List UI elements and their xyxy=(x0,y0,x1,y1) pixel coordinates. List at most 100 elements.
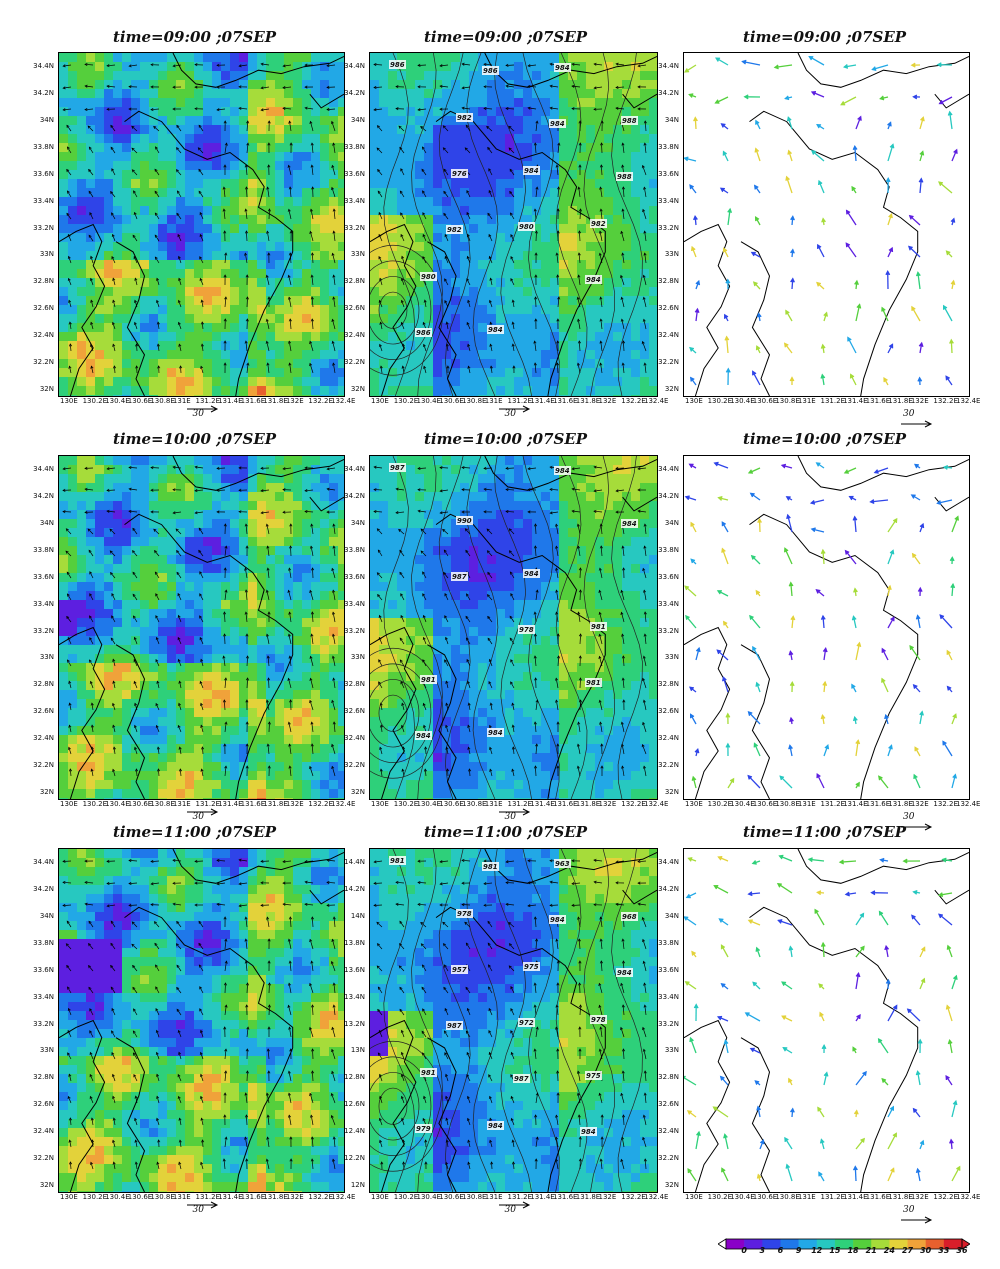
lat-tick-label: 33.2N xyxy=(344,626,365,635)
lat-tick-label: 32.8N xyxy=(658,680,679,689)
lat-tick-label: 34.4N xyxy=(33,858,54,866)
lat-tick-label: 34N xyxy=(664,518,679,527)
panel-title: time=09:00 ;07SEP xyxy=(424,28,588,46)
lon-tick-label: 132.2E xyxy=(621,800,646,808)
lon-tick-label: 132.4E xyxy=(956,1193,981,1201)
isobar-label: 986 xyxy=(389,60,406,69)
lat-tick-label: 13N xyxy=(350,1046,365,1055)
colorbar-tick-label: 15 xyxy=(829,1246,841,1255)
lat-tick-label: 33.6N xyxy=(344,572,365,581)
lon-tick-label: 130.2E xyxy=(82,397,108,405)
isobar-label: 988 xyxy=(616,172,633,181)
panel-title: time=10:00 ;07SEP xyxy=(743,430,907,448)
svg-text:982: 982 xyxy=(457,114,472,122)
lat-tick-label: 33N xyxy=(39,653,54,662)
lon-tick-label: 130.6E xyxy=(752,1193,778,1201)
lon-tick-label: 132E xyxy=(910,800,929,808)
isobar-label: 984 xyxy=(580,1127,597,1136)
reference-vector-label: 30 xyxy=(192,409,204,419)
svg-text:984: 984 xyxy=(488,326,503,334)
lon-tick-label: 132.4E xyxy=(644,397,669,405)
isobar-label: 984 xyxy=(549,915,566,924)
lat-tick-label: 33N xyxy=(350,250,365,259)
lon-tick-label: 130.4E xyxy=(416,397,441,405)
lon-tick-label: 130.8E xyxy=(462,397,487,405)
lon-tick-label: 131E xyxy=(484,397,503,405)
lon-tick-label: 130.2E xyxy=(707,397,733,405)
lon-tick-label: 131.6E xyxy=(865,397,891,405)
lon-tick-label: 131.2E xyxy=(507,800,532,808)
lat-tick-label: 34.2N xyxy=(658,491,679,500)
lon-tick-label: 131.8E xyxy=(263,800,288,808)
svg-text:982: 982 xyxy=(591,220,606,228)
lat-tick-label: 32N xyxy=(39,385,54,393)
lat-tick-label: 13.4N xyxy=(344,992,365,1001)
wind-speed-colorbar: 0 3 6 9 12 15 18 21 24 27 30 33 36 xyxy=(717,1235,971,1260)
isobar-label: 984 xyxy=(487,1121,504,1130)
lat-tick-label: 34N xyxy=(664,115,679,124)
lat-tick-label: 12.6N xyxy=(344,1100,365,1109)
lat-tick-label: 34.2N xyxy=(33,88,54,97)
lon-tick-label: 131.4E xyxy=(530,800,555,808)
lon-tick-label: 131.4E xyxy=(843,1193,868,1201)
wind-speed-map xyxy=(58,455,345,800)
svg-text:986: 986 xyxy=(390,61,405,69)
lon-tick-label: 130E xyxy=(371,397,389,405)
lat-tick-label: 32.2N xyxy=(33,761,54,770)
lat-tick-label: 32.2N xyxy=(658,1154,679,1163)
isobar-label: 984 xyxy=(487,325,504,334)
lat-tick-label: 33N xyxy=(664,250,679,259)
lon-tick-label: 131.2E xyxy=(820,397,845,405)
lat-tick-label: 33.8N xyxy=(658,938,679,947)
lon-tick-label: 131.6E xyxy=(240,397,266,405)
lat-tick-label: 32.2N xyxy=(33,358,54,367)
lat-tick-label: 32.4N xyxy=(33,331,54,340)
lat-tick-label: 33.8N xyxy=(658,545,679,554)
colorbar-tick-label: 27 xyxy=(901,1246,914,1255)
lat-tick-label: 34.4N xyxy=(658,858,679,866)
isobar-label: 978 xyxy=(456,909,473,918)
lat-tick-label: 33.8N xyxy=(344,545,365,554)
lon-tick-label: 132.2E xyxy=(308,397,333,405)
lon-tick-label: 131.4E xyxy=(530,1193,555,1201)
lat-tick-label: 13.8N xyxy=(344,938,365,947)
lon-tick-label: 132.2E xyxy=(933,800,958,808)
svg-text:984: 984 xyxy=(555,64,570,72)
isobar-label: 987 xyxy=(451,572,468,581)
lat-tick-label: 33N xyxy=(39,1046,54,1055)
lon-tick-label: 130.8E xyxy=(775,800,800,808)
lat-tick-label: 32.6N xyxy=(344,304,365,313)
map-plot xyxy=(684,456,969,799)
lat-tick-label: 32N xyxy=(350,788,365,796)
isobar-label: 982 xyxy=(446,225,463,234)
lon-tick-label: 130.4E xyxy=(730,1193,755,1201)
panel-title: time=09:00 ;07SEP xyxy=(113,28,277,46)
lon-tick-label: 131.2E xyxy=(820,1193,845,1201)
lon-tick-label: 132E xyxy=(285,800,304,808)
lat-tick-label: 33.2N xyxy=(33,626,54,635)
lon-tick-label: 130.8E xyxy=(462,1193,487,1201)
reference-vector-arrow xyxy=(901,420,933,428)
isobar-label: 984 xyxy=(554,63,571,72)
lat-tick-label: 14N xyxy=(350,911,365,920)
lon-tick-label: 131.2E xyxy=(195,800,220,808)
lon-tick-label: 130E xyxy=(60,800,78,808)
colorbar-swatch xyxy=(762,1239,781,1249)
isobar-label: 976 xyxy=(451,169,468,178)
colorbar-tick-label: 30 xyxy=(920,1246,932,1255)
lat-tick-label: 32N xyxy=(664,385,679,393)
lat-tick-label: 33.6N xyxy=(33,572,54,581)
panel-title: time=09:00 ;07SEP xyxy=(743,28,907,46)
lat-tick-label: 33.8N xyxy=(658,142,679,151)
lat-tick-label: 33.6N xyxy=(658,169,679,178)
lon-tick-label: 131E xyxy=(484,1193,503,1201)
panel-title: time=11:00 ;07SEP xyxy=(743,823,907,841)
wind-speed-map xyxy=(58,52,345,397)
lat-tick-label: 32.6N xyxy=(344,707,365,716)
lat-tick-label: 32.6N xyxy=(658,1100,679,1109)
lon-tick-label: 131.8E xyxy=(263,1193,288,1201)
lat-tick-label: 34.4N xyxy=(344,465,365,473)
lon-tick-label: 132.4E xyxy=(331,1193,356,1201)
reference-vector-label: 30 xyxy=(903,812,915,822)
lon-tick-label: 130.2E xyxy=(393,1193,419,1201)
